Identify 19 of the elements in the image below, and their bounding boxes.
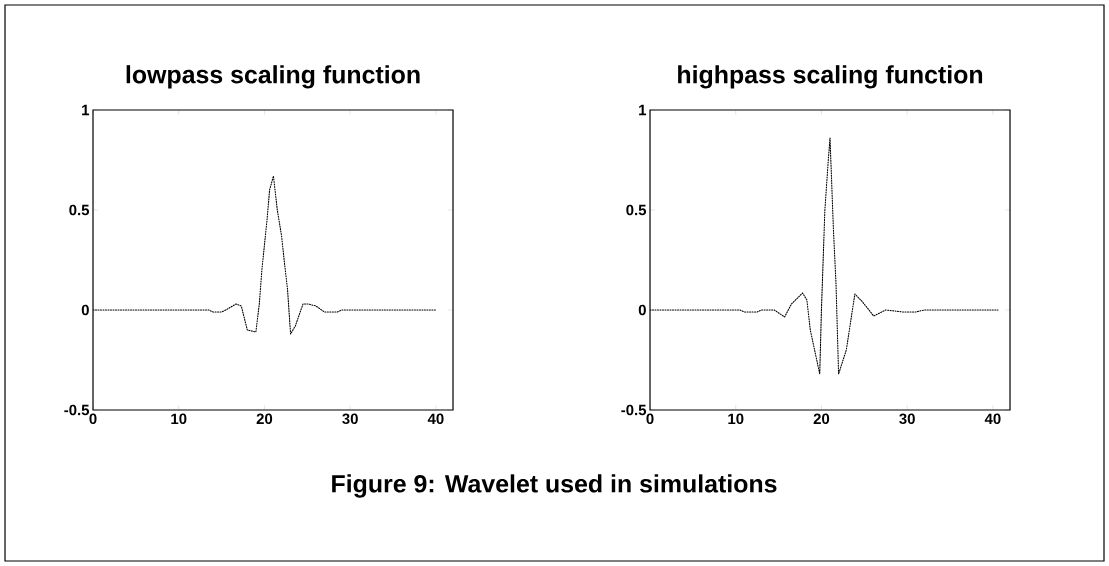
y-tick-label: 0 xyxy=(638,304,646,316)
y-tick-label: 0 xyxy=(81,304,89,316)
y-tick-label: 0.5 xyxy=(69,204,90,216)
x-tick-label: 40 xyxy=(984,413,1001,425)
x-tick-label: 30 xyxy=(899,413,915,425)
y-tick-label: -0.5 xyxy=(64,404,90,416)
y-tick-label: -0.5 xyxy=(621,404,647,416)
x-tick-label: 40 xyxy=(427,413,444,425)
x-tick-label: 20 xyxy=(813,413,830,425)
x-tick-label: 10 xyxy=(728,413,744,425)
y-tick-label: 0.5 xyxy=(626,204,647,216)
y-tick-label: 1 xyxy=(82,104,90,116)
x-tick-label: 30 xyxy=(342,413,358,425)
chart-title: lowpass scaling function xyxy=(126,65,420,89)
x-tick-label: 20 xyxy=(256,413,273,425)
caption: Figure 9: Wavelet used in simulations xyxy=(332,474,777,498)
x-tick-label: 10 xyxy=(171,413,187,425)
chart-title: highpass scaling function xyxy=(678,65,983,89)
y-tick-label: 1 xyxy=(639,104,647,116)
